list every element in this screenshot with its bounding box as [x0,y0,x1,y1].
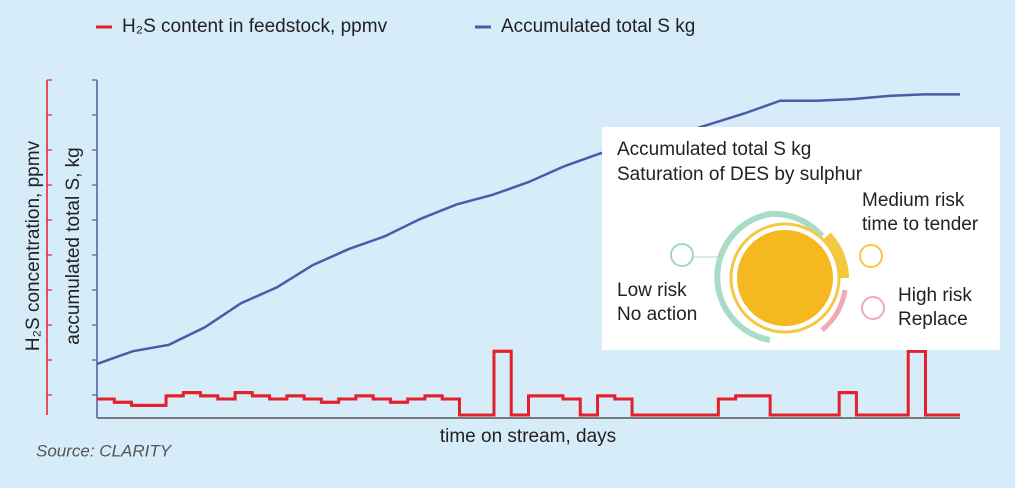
y2-axis-label: H₂S concentration, ppmv [23,140,44,351]
x-axis-label: time on stream, days [440,426,616,447]
inset-title: Accumulated total S kg [617,139,811,160]
low-icon [670,243,694,267]
high-arc [820,289,848,332]
series-line [96,93,960,366]
low-label: Low risk [617,280,687,301]
high-icon [861,296,885,320]
high-label: Replace [898,309,968,330]
low-arc [714,210,825,343]
legend-label: Accumulated total S kg [501,16,695,37]
medium-icon [859,244,883,268]
inset: Accumulated total S kg Saturation of DES… [602,127,1000,350]
medium-arc [823,232,849,279]
source: Source: CLARITY [36,441,173,460]
y-axis-label: accumulated total S, kg [63,147,84,345]
medium-label: Medium risk [862,190,965,211]
low-label: No action [617,304,697,325]
high-label: High risk [898,285,972,306]
legend-label: H₂S content in feedstock, ppmv [122,16,388,37]
step-connector [97,349,960,417]
medium-label: time to tender [862,214,979,235]
gauge [737,230,833,326]
inset-subtitle: Saturation of DES by sulphur [617,164,863,185]
